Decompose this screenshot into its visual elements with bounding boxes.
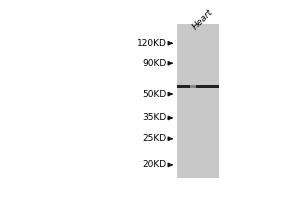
Text: Heart: Heart bbox=[190, 7, 214, 31]
Text: 25KD: 25KD bbox=[142, 134, 167, 143]
Text: 35KD: 35KD bbox=[142, 113, 166, 122]
Text: 90KD: 90KD bbox=[142, 59, 166, 68]
Bar bbox=[190, 85, 196, 88]
Text: 120KD: 120KD bbox=[137, 39, 167, 48]
Text: 50KD: 50KD bbox=[142, 90, 166, 99]
Bar bbox=[177, 24, 219, 178]
Text: 20KD: 20KD bbox=[142, 160, 167, 169]
Bar bbox=[177, 85, 219, 88]
